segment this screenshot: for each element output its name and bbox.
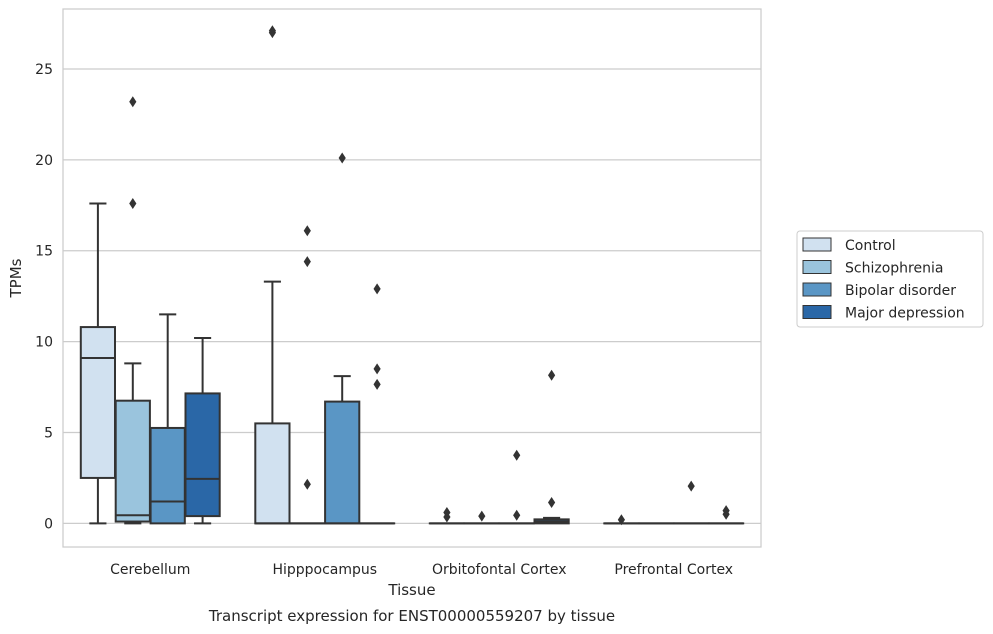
box <box>463 510 500 525</box>
legend-swatch <box>802 305 832 319</box>
box <box>533 369 570 525</box>
y-tick-label: 15 <box>35 244 53 260</box>
box-body <box>184 392 221 518</box>
outlier-point <box>373 363 381 375</box>
box-body <box>79 326 117 479</box>
x-axis-title: Tissue <box>387 581 435 599</box>
y-tick-label: 0 <box>44 516 53 532</box>
outlier-point <box>513 449 521 461</box>
box <box>707 505 745 525</box>
y-tick-label: 20 <box>35 153 53 169</box>
chart-caption: Transcript expression for ENST0000055920… <box>208 607 615 625</box>
outlier-point <box>548 496 556 508</box>
x-tick-label: Prefrontal Cortex <box>614 562 733 578</box>
outlier-point <box>268 25 276 37</box>
legend-swatch <box>802 282 832 297</box>
outlier-point <box>548 369 556 381</box>
legend-label: Control <box>845 238 896 254</box>
x-axis-ticks: Cerebellum Hipppocampus Orbitofontal Corte… <box>110 562 733 578</box>
x-tick-label: Cerebellum <box>110 562 190 578</box>
legend-label: Schizophrenia <box>845 261 943 277</box>
outlier-point <box>617 514 625 526</box>
outlier-point <box>443 506 451 518</box>
y-tick-label: 25 <box>35 62 53 78</box>
box-series <box>79 25 745 526</box>
box <box>254 25 291 525</box>
outlier-point <box>722 505 730 517</box>
box <box>184 336 221 525</box>
box-body <box>324 400 361 525</box>
outlier-point <box>687 480 695 492</box>
box <box>324 152 361 525</box>
box <box>79 202 117 525</box>
outlier-point <box>373 378 381 390</box>
legend-label: Bipolar disorder <box>845 283 956 299</box>
box-body <box>149 426 186 525</box>
box-body <box>254 422 291 525</box>
legend-label: Major depression <box>845 306 965 322</box>
legend-swatch <box>802 260 832 274</box>
legend-swatch <box>802 237 832 252</box>
legend-frame <box>796 230 984 328</box>
outlier-point <box>303 478 311 490</box>
legend: Control Schizophrenia Bipolar disorder Majo… <box>796 230 984 328</box>
box <box>498 449 535 525</box>
outlier-point <box>129 197 137 209</box>
outlier-point <box>303 225 311 237</box>
plot-area <box>62 8 762 548</box>
outlier-point <box>513 509 521 521</box>
box <box>358 283 396 525</box>
y-axis-ticks: 0 5 10 15 20 25 <box>35 62 53 532</box>
outlier-point <box>373 283 381 295</box>
outlier-point <box>303 256 311 268</box>
x-tick-label: Hipppocampus <box>272 562 377 578</box>
x-tick-label: Orbitofontal Cortex <box>432 562 567 578</box>
y-tick-label: 10 <box>35 335 53 351</box>
y-tick-label: 5 <box>44 425 53 441</box>
outlier-point <box>478 510 486 522</box>
outlier-point <box>129 96 137 108</box>
y-axis-title: TPMs <box>7 258 25 298</box>
outlier-point <box>338 152 346 164</box>
box-body <box>114 399 151 523</box>
box <box>428 506 466 525</box>
box <box>603 514 640 526</box>
box <box>673 480 710 525</box>
box <box>289 225 326 525</box>
box <box>149 313 186 525</box>
